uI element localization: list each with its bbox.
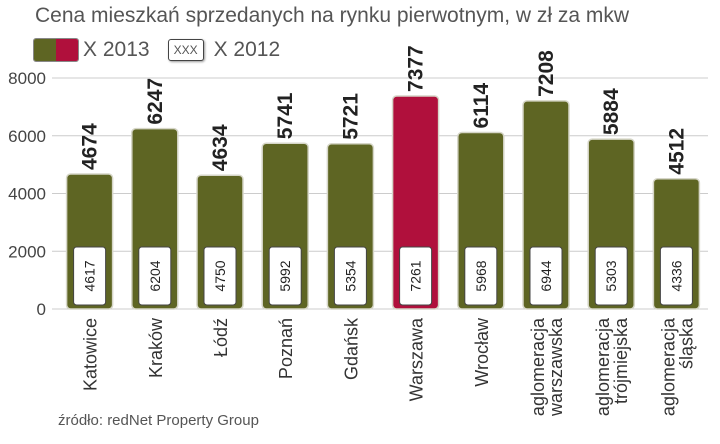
category-label: Poznań xyxy=(276,318,296,379)
prev-year-value-label: 5354 xyxy=(342,260,358,291)
category-label: trójmiejska xyxy=(611,317,631,404)
category-label: aglomeracja xyxy=(658,317,678,416)
prev-year-value-label: 4617 xyxy=(82,260,98,291)
category-label: śląska xyxy=(676,317,696,369)
category-label: Warszawa xyxy=(407,317,427,401)
prev-year-value-label: 5992 xyxy=(277,260,293,291)
y-tick-label: 8000 xyxy=(8,69,46,88)
category-label: Łódź xyxy=(211,318,231,357)
category-label: aglomeracja xyxy=(593,317,613,416)
bar-value-label: 4512 xyxy=(665,128,688,175)
prev-year-value-label: 5968 xyxy=(473,260,489,291)
bar-value-label: 5721 xyxy=(339,93,362,140)
bar-value-label: 5884 xyxy=(600,88,623,135)
bar-value-label: 7208 xyxy=(535,50,558,97)
bar-value-label: 4634 xyxy=(209,124,232,171)
category-label: aglomeracja xyxy=(528,317,548,416)
category-label: Gdańsk xyxy=(341,317,361,380)
y-tick-label: 0 xyxy=(37,300,46,319)
bar-value-label: 4674 xyxy=(79,123,102,170)
bar-value-label: 7377 xyxy=(405,45,428,92)
category-label: Katowice xyxy=(81,318,101,391)
prev-year-value-label: 4750 xyxy=(212,260,228,291)
bar-value-label: 6114 xyxy=(470,83,493,129)
prev-year-value-label: 7261 xyxy=(408,260,424,291)
prev-year-value-label: 6944 xyxy=(538,260,554,291)
y-tick-label: 6000 xyxy=(8,127,46,146)
prev-year-value-label: 4336 xyxy=(668,260,684,291)
bar-value-label: 6247 xyxy=(144,78,167,125)
bar-value-label: 5741 xyxy=(274,92,297,139)
prev-year-value-label: 5303 xyxy=(603,260,619,291)
category-label: warszawska xyxy=(546,317,566,417)
prev-year-value-label: 6204 xyxy=(147,260,163,291)
y-tick-label: 4000 xyxy=(8,185,46,204)
category-label: Kraków xyxy=(146,317,166,378)
source-note: źródło: redNet Property Group xyxy=(58,412,259,429)
category-label: Wrocław xyxy=(472,317,492,387)
y-tick-label: 2000 xyxy=(8,242,46,261)
